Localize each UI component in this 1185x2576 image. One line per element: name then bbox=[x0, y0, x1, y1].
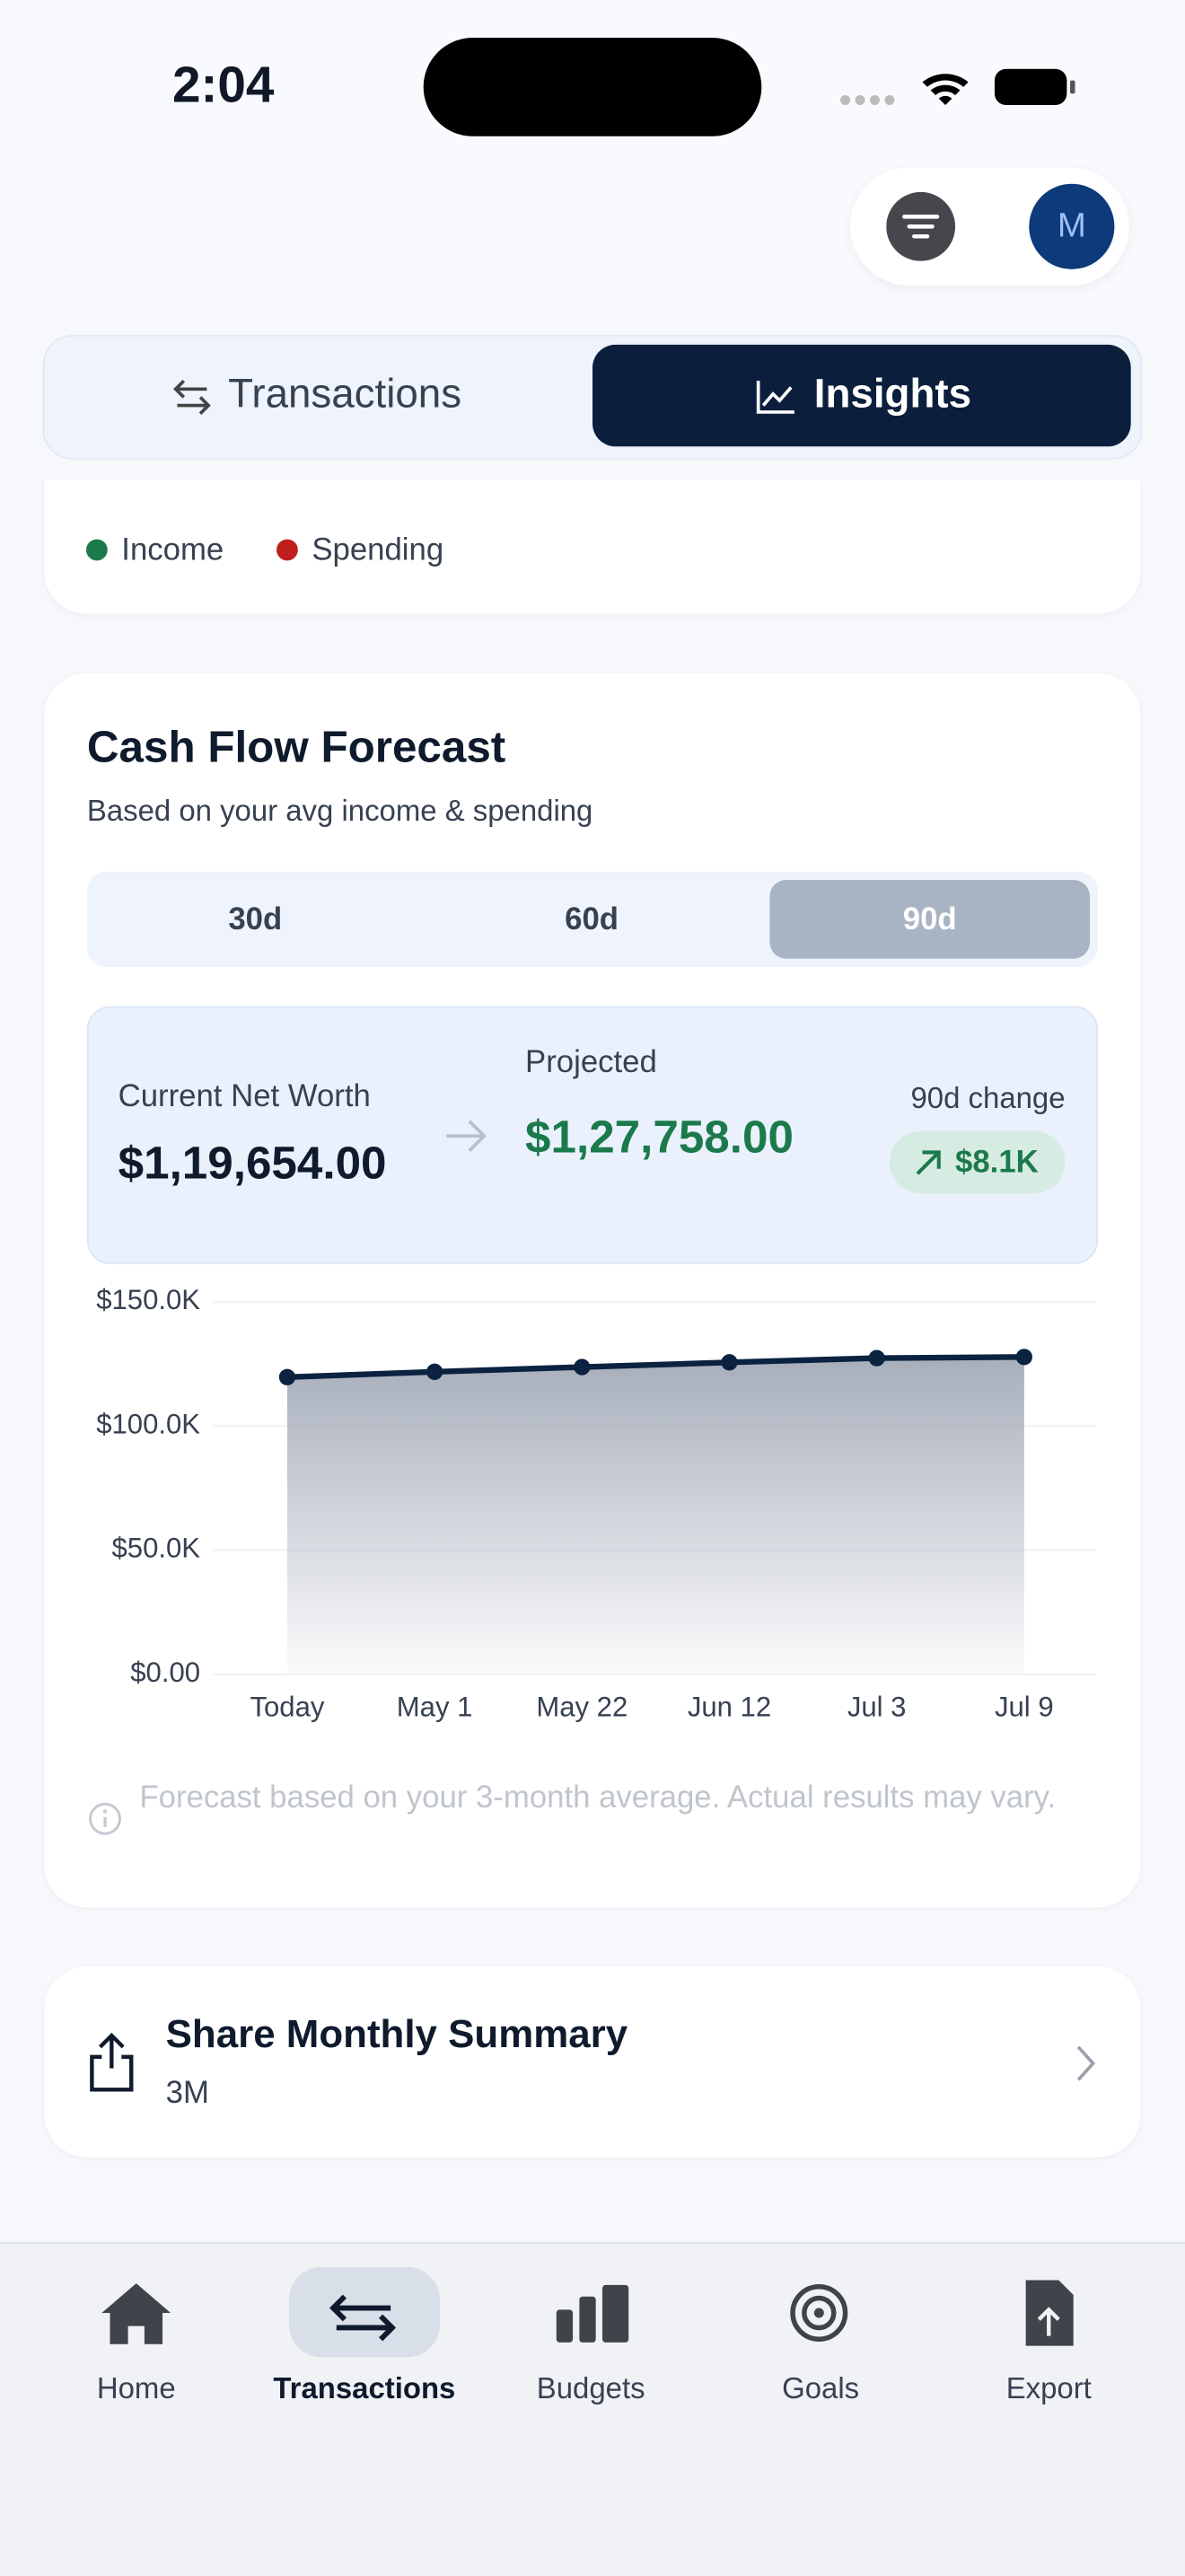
x-tick-label: May 1 bbox=[397, 1691, 473, 1722]
y-tick-label: $50.0K bbox=[112, 1533, 201, 1564]
point bbox=[278, 1368, 296, 1385]
tab-active[interactable] bbox=[592, 344, 1131, 447]
projected-label: Projected bbox=[525, 1045, 657, 1080]
projected-value: $1,27,758.00 bbox=[525, 1111, 794, 1163]
x-tick-label: Jun 12 bbox=[688, 1691, 771, 1722]
y-tick-label: $150.0K bbox=[96, 1284, 200, 1315]
point bbox=[868, 1350, 885, 1367]
tab-label[interactable]: Insights bbox=[813, 371, 972, 418]
y-tick-label: $0.00 bbox=[130, 1657, 200, 1688]
arrow-icon bbox=[446, 1120, 487, 1152]
change-value: $8.1K bbox=[955, 1146, 1039, 1181]
legend-card bbox=[44, 479, 1141, 614]
nav-label[interactable]: Home bbox=[96, 2371, 176, 2405]
y-tick-label: $100.0K bbox=[96, 1408, 200, 1439]
nav-label[interactable]: Budgets bbox=[536, 2371, 645, 2405]
x-tick-label: May 22 bbox=[536, 1691, 628, 1722]
status-icons bbox=[840, 68, 1075, 106]
legend-dot bbox=[85, 539, 108, 561]
share-icon bbox=[90, 2032, 134, 2092]
card-subtitle: Based on your avg income & spending bbox=[86, 794, 593, 828]
legend-label: Spending bbox=[312, 533, 444, 568]
x-tick-label: Jul 3 bbox=[847, 1691, 907, 1722]
forecast-chart: $0.00 $50.0K $100.0K $150.0K Today May 1 May 2… bbox=[96, 1284, 1097, 1722]
point bbox=[1015, 1349, 1032, 1366]
period[interactable]: 60d bbox=[565, 902, 619, 937]
dynamic-island bbox=[423, 38, 762, 136]
avatar[interactable]: M bbox=[1029, 183, 1115, 269]
nav-label[interactable]: Export bbox=[1005, 2371, 1092, 2405]
current-label: Current Net Worth bbox=[118, 1079, 371, 1115]
change-label: 90d change bbox=[910, 1081, 1066, 1115]
x-tick-label: Jul 9 bbox=[995, 1691, 1054, 1722]
line bbox=[286, 1354, 1024, 1380]
up-arrow bbox=[916, 1150, 941, 1175]
filter-button[interactable] bbox=[886, 191, 956, 261]
tab[interactable]: Transactions bbox=[228, 371, 462, 418]
period[interactable]: 30d bbox=[228, 902, 283, 937]
forecast-note: Forecast based on your 3-month average. … bbox=[139, 1780, 1057, 1816]
share-title[interactable]: Share Monthly Summary bbox=[165, 2012, 628, 2057]
chevron bbox=[1076, 2045, 1096, 2081]
legend-dot bbox=[276, 539, 298, 561]
change-badge bbox=[889, 1130, 1066, 1194]
share-subtitle: 3M bbox=[165, 2076, 209, 2112]
transactions-icon bbox=[173, 379, 211, 416]
area bbox=[286, 1357, 1024, 1675]
x-tick-label: Today bbox=[250, 1691, 324, 1722]
legend-label: Income bbox=[121, 533, 224, 568]
period[interactable]: 90d bbox=[902, 902, 957, 937]
point bbox=[574, 1358, 591, 1376]
card-title: Cash Flow Forecast bbox=[86, 722, 506, 772]
status-time: 2:04 bbox=[171, 56, 275, 114]
nav-active bbox=[288, 2266, 440, 2358]
insights-icon bbox=[756, 381, 794, 414]
point bbox=[721, 1354, 738, 1371]
point bbox=[426, 1363, 443, 1380]
nav-label[interactable]: Goals bbox=[782, 2371, 860, 2405]
period-active[interactable] bbox=[769, 879, 1090, 959]
nav-label[interactable]: Transactions bbox=[273, 2371, 456, 2405]
info-icon bbox=[89, 1802, 121, 1835]
current-value: $1,19,654.00 bbox=[118, 1137, 387, 1189]
nav-icons bbox=[101, 2280, 1074, 2346]
share-card[interactable] bbox=[44, 1966, 1141, 2158]
